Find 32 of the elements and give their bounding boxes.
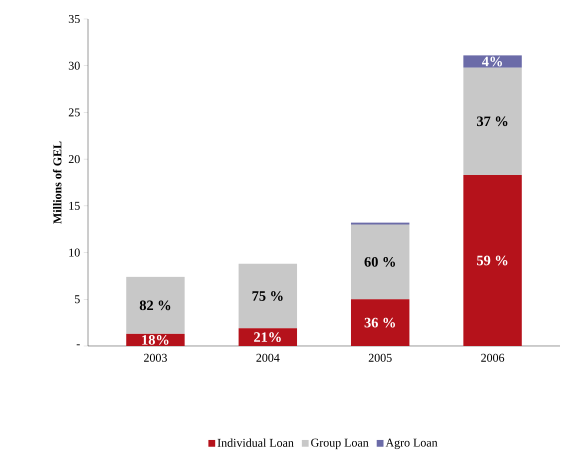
legend-label: Individual Loan	[218, 438, 294, 447]
y-tick-label: 10	[69, 248, 80, 256]
bar	[463, 67, 522, 175]
y-tick-label: 35	[68, 14, 80, 23]
annotation: 4%	[482, 56, 502, 66]
legend-label: Group Loan	[311, 438, 369, 450]
annotation: 37 %	[476, 116, 508, 126]
annotation: 18%	[142, 334, 168, 345]
x-tick-label: 2005	[368, 354, 392, 362]
annotation: 75 %	[252, 291, 283, 301]
y-axis-title: Millions of GEL	[52, 141, 62, 224]
y-tick-label: -	[76, 344, 80, 346]
x-tick-label: 2003	[144, 354, 167, 362]
annotation: 21%	[254, 332, 281, 342]
annotation: 82 %	[140, 300, 170, 310]
bar	[126, 276, 185, 334]
annotation: 36 %	[364, 318, 395, 328]
y-tick-label: 20	[68, 154, 80, 164]
y-tick-label: 25	[68, 108, 80, 116]
bar	[463, 174, 522, 346]
bar	[350, 299, 410, 346]
annotation: 60 %	[364, 256, 395, 267]
y-tick-label: 30	[68, 62, 80, 70]
annotation: 59 %	[477, 256, 508, 266]
bar	[238, 328, 298, 346]
legend-label: Agro Loan	[386, 438, 438, 450]
bar	[350, 224, 410, 300]
y-tick-label: 5	[74, 295, 80, 304]
x-tick-label: 2004	[256, 354, 280, 362]
bar	[238, 264, 298, 328]
x-tick-label: 2006	[481, 354, 504, 362]
y-tick-label: 15	[69, 202, 80, 210]
